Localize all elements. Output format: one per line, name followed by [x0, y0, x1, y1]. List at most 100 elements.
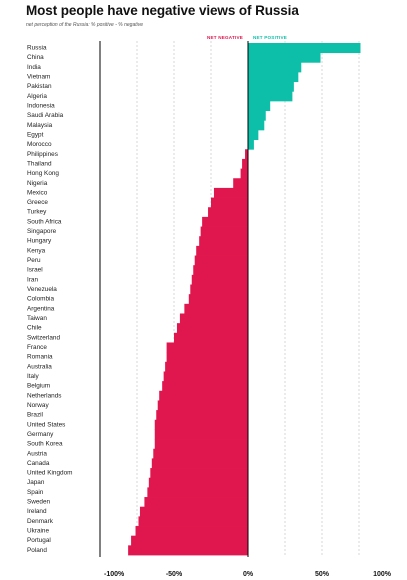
axes: [99, 41, 249, 557]
bar-malaysia: [248, 120, 265, 131]
bar-iran: [191, 274, 248, 285]
x-tick-label: -100%: [104, 571, 125, 578]
bar-turkey: [208, 207, 248, 218]
bar-kenya: [196, 245, 248, 256]
category-label-brazil: Brazil: [27, 412, 43, 419]
bar-india: [248, 62, 302, 73]
bar-israel: [193, 265, 248, 276]
category-label-romania: Romania: [27, 354, 53, 361]
bar-romania: [166, 352, 248, 363]
category-label-united-kingdom: United Kingdom: [27, 470, 72, 477]
category-label-south-korea: South Korea: [27, 441, 63, 448]
category-label-taiwan: Taiwan: [27, 315, 47, 322]
bar-poland: [128, 545, 248, 556]
bar-portugal: [131, 535, 248, 546]
bar-pakistan: [248, 81, 294, 92]
category-label-singapore: Singapore: [27, 228, 57, 235]
bar-sweden: [144, 497, 248, 508]
x-tick-labels: -100% -50% 0% 50% 100%: [104, 571, 392, 578]
bar-ukraine: [135, 526, 248, 537]
category-label-philippines: Philippines: [27, 151, 58, 158]
chart-subtitle: net perception of the Russia: % positive…: [26, 22, 144, 28]
category-label-malaysia: Malaysia: [27, 122, 53, 129]
category-label-portugal: Portugal: [27, 537, 51, 544]
bar-denmark: [138, 516, 248, 527]
chart-title: Most people have negative views of Russi…: [26, 3, 299, 18]
category-label-belgium: Belgium: [27, 383, 50, 390]
category-label-spain: Spain: [27, 489, 44, 496]
category-label-saudi-arabia: Saudi Arabia: [27, 112, 64, 119]
category-label-venezuela: Venezuela: [27, 286, 57, 293]
category-label-canada: Canada: [27, 460, 50, 467]
bar-taiwan: [179, 313, 248, 324]
category-label-ukraine: Ukraine: [27, 528, 49, 535]
category-label-vietnam: Vietnam: [27, 73, 50, 80]
bars: [128, 43, 361, 556]
category-label-pakistan: Pakistan: [27, 83, 52, 90]
bar-south-korea: [154, 439, 248, 450]
bar-peru: [194, 255, 248, 266]
category-label-iran: Iran: [27, 276, 38, 283]
bar-spain: [147, 487, 248, 498]
bar-egypt: [248, 129, 259, 141]
category-label-morocco: Morocco: [27, 141, 52, 148]
bar-greece: [211, 197, 248, 208]
category-labels: Russia China India Vietnam Pakistan Algeria In…: [27, 45, 72, 554]
x-tick-label: -50%: [166, 571, 183, 578]
bar-mexico: [213, 187, 248, 198]
x-tick-label: 100%: [373, 571, 392, 578]
category-label-egypt: Egypt: [27, 131, 44, 138]
category-label-germany: Germany: [27, 431, 54, 438]
x-tick-label: 50%: [315, 571, 330, 578]
category-label-thailand: Thailand: [27, 160, 52, 167]
category-label-south-africa: South Africa: [27, 218, 62, 225]
bar-canada: [151, 458, 248, 469]
category-label-colombia: Colombia: [27, 296, 54, 303]
category-label-denmark: Denmark: [27, 518, 54, 525]
bar-switzerland: [174, 332, 248, 343]
category-label-mexico: Mexico: [27, 189, 48, 196]
category-label-chile: Chile: [27, 325, 42, 332]
category-label-israel: Israel: [27, 267, 43, 274]
bar-vietnam: [248, 71, 299, 83]
category-label-china: China: [27, 54, 44, 61]
bar-argentina: [184, 303, 248, 314]
category-label-indonesia: Indonesia: [27, 102, 55, 109]
category-label-nigeria: Nigeria: [27, 180, 48, 187]
category-label-netherlands: Netherlands: [27, 392, 61, 399]
category-label-japan: Japan: [27, 479, 45, 486]
category-label-poland: Poland: [27, 547, 47, 554]
category-label-switzerland: Switzerland: [27, 334, 60, 341]
bar-venezuela: [190, 284, 248, 295]
bar-united-kingdom: [150, 468, 248, 479]
bar-ireland: [139, 506, 248, 517]
category-label-united-states: United States: [27, 421, 65, 428]
category-label-kenya: Kenya: [27, 247, 46, 254]
bar-austria: [153, 448, 248, 459]
category-label-india: India: [27, 64, 41, 71]
category-label-algeria: Algeria: [27, 93, 47, 100]
category-label-peru: Peru: [27, 257, 41, 264]
category-label-norway: Norway: [27, 402, 49, 409]
category-label-australia: Australia: [27, 363, 52, 370]
bar-brazil: [156, 410, 248, 421]
category-label-turkey: Turkey: [27, 209, 47, 216]
bar-philippines: [245, 149, 248, 160]
bar-singapore: [200, 226, 248, 237]
bar-thailand: [242, 158, 248, 169]
bar-germany: [154, 429, 248, 440]
bar-australia: [165, 361, 248, 372]
legend: NET NEGATIVE NET POSITIVE: [207, 35, 287, 40]
bar-south-africa: [202, 216, 248, 227]
legend-net-negative: NET NEGATIVE: [207, 35, 243, 40]
category-label-italy: Italy: [27, 373, 40, 380]
category-label-argentina: Argentina: [27, 305, 55, 312]
bar-united-states: [154, 419, 248, 430]
category-label-ireland: Ireland: [27, 508, 47, 515]
x-tick-label: 0%: [243, 571, 254, 578]
bar-indonesia: [248, 100, 271, 112]
bar-france: [166, 342, 248, 353]
legend-net-positive: NET POSITIVE: [253, 35, 287, 40]
category-label-hong-kong: Hong Kong: [27, 170, 59, 177]
